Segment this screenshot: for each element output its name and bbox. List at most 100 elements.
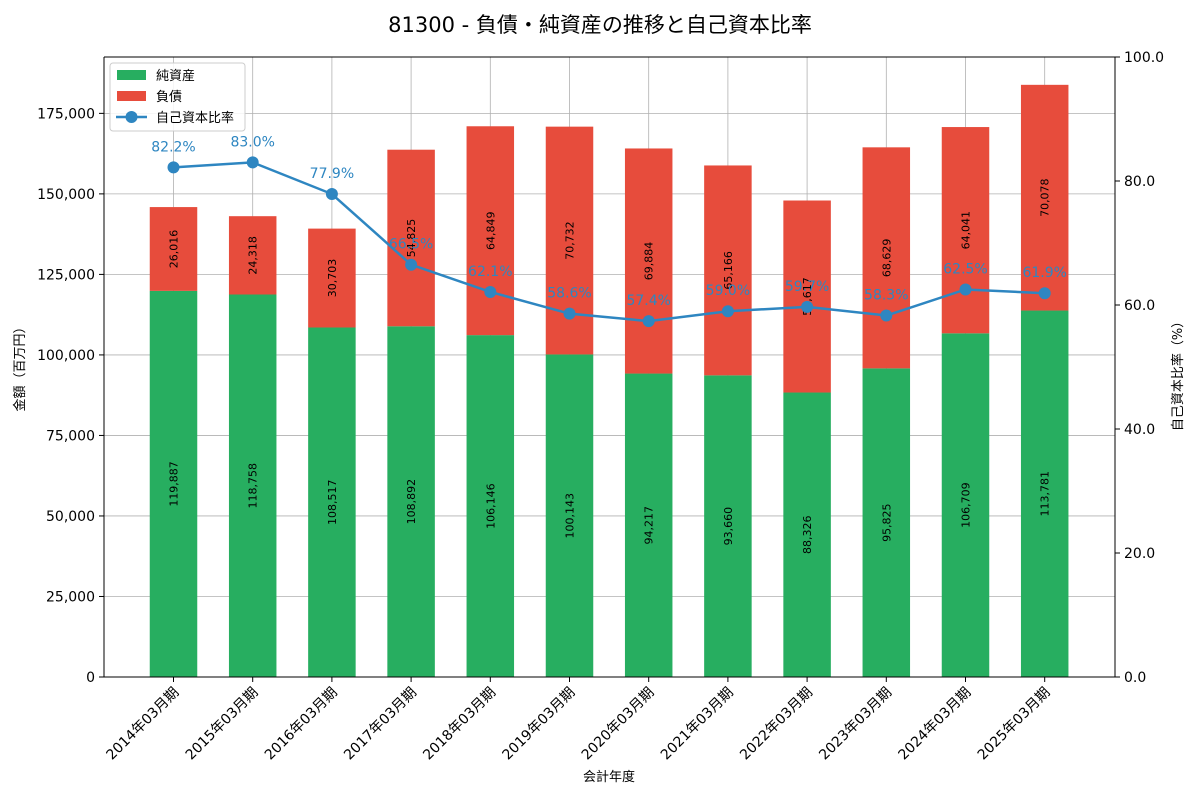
- bar-label-liabilities: 30,703: [326, 259, 339, 298]
- y2-axis-label: 自己資本比率（%）: [1170, 315, 1186, 431]
- ratio-label: 62.5%: [943, 262, 987, 278]
- y2-tick-label: 20.0: [1124, 546, 1155, 562]
- bar-label-equity: 93,660: [722, 507, 735, 546]
- legend-swatch-equity: [117, 70, 146, 80]
- x-tick-label: 2017年03月期: [341, 685, 420, 764]
- y2-tick-label: 0.0: [1124, 670, 1146, 686]
- x-tick-label: 2025年03月期: [975, 685, 1054, 764]
- bar-label-equity: 108,892: [405, 479, 418, 525]
- bar-equity: [466, 335, 515, 677]
- bar-label-equity: 94,217: [643, 506, 656, 545]
- ratio-point: [801, 300, 814, 313]
- bar-label-liabilities: 64,041: [960, 211, 973, 250]
- ratio-point: [405, 258, 418, 271]
- y2-tick-label: 100.0: [1124, 50, 1164, 66]
- legend-label-ratio: 自己資本比率: [156, 110, 234, 126]
- bar-equity: [624, 373, 673, 677]
- x-tick-label: 2016年03月期: [262, 685, 341, 764]
- x-tick-label: 2019年03月期: [500, 685, 579, 764]
- y-axis-label: 金額（百万円）: [12, 320, 28, 411]
- ratio-label: 58.3%: [864, 288, 908, 304]
- bar-label-liabilities: 24,318: [247, 236, 260, 275]
- y-tick-label: 150,000: [37, 187, 95, 203]
- bar-label-equity: 119,887: [168, 461, 181, 507]
- bar-label-equity: 118,758: [247, 463, 260, 509]
- bar-equity: [149, 290, 198, 677]
- bar-liabilities: [783, 200, 831, 393]
- bar-liabilities: [308, 228, 356, 328]
- bar-label-equity: 106,709: [960, 482, 973, 528]
- x-tick-label: 2018年03月期: [420, 685, 499, 764]
- legend-swatch-liabilities: [117, 91, 146, 101]
- y-tick-label: 25,000: [46, 589, 95, 605]
- bar-liabilities: [941, 127, 990, 334]
- bar-equity: [704, 375, 752, 677]
- bar-equity: [545, 354, 594, 677]
- ratio-label: 61.9%: [1022, 265, 1066, 281]
- ratio-label: 66.5%: [389, 237, 433, 253]
- y-tick-label: 125,000: [37, 267, 95, 283]
- bar-liabilities: [387, 149, 435, 327]
- y-tick-label: 75,000: [46, 428, 95, 444]
- bar-layer: [149, 84, 1069, 677]
- ratio-label: 57.4%: [626, 293, 670, 309]
- ratio-point: [563, 307, 576, 320]
- ratio-point: [325, 188, 338, 201]
- ratio-label: 59.7%: [785, 279, 829, 295]
- bar-label-equity: 113,781: [1039, 471, 1052, 517]
- x-tick-label: 2021年03月期: [658, 685, 737, 764]
- y-tick-label: 50,000: [46, 509, 95, 525]
- bar-equity: [783, 392, 831, 677]
- bar-label-liabilities: 26,016: [168, 230, 181, 269]
- bar-liabilities: [149, 207, 198, 291]
- ratio-label: 82.2%: [151, 139, 195, 155]
- y-tick-label: 0: [86, 670, 95, 686]
- bar-label-liabilities: 70,078: [1039, 178, 1052, 217]
- bar-label-liabilities: 70,732: [564, 221, 577, 259]
- legend-marker-ratio: [125, 111, 138, 123]
- ratio-point: [721, 305, 734, 318]
- bar-label-layer: 119,887 26,016 118,758 24,318 108,517 30,703 1…: [168, 178, 1052, 554]
- bar-liabilities: [228, 216, 277, 295]
- ratio-point: [880, 309, 893, 322]
- line-layer: 82.2% 83.0% 77.9% 66.5% 62.1% 58.6% 57.4% 59.0%…: [151, 134, 1067, 328]
- ratio-point: [246, 156, 259, 169]
- bar-liabilities: [624, 148, 673, 374]
- y2-tick-label: 60.0: [1124, 298, 1155, 314]
- bar-liabilities: [1020, 84, 1069, 311]
- y2-tick-label: 40.0: [1124, 422, 1155, 438]
- bar-label-equity: 100,143: [564, 493, 577, 539]
- legend-label-equity: 純資産: [156, 68, 195, 84]
- x-tick-label: 2023年03月期: [816, 685, 895, 764]
- bar-label-liabilities: 69,884: [643, 242, 656, 281]
- ratio-label: 77.9%: [310, 166, 354, 182]
- y-tick-label: 175,000: [37, 106, 95, 122]
- x-tick-label: 2020年03月期: [579, 685, 658, 764]
- x-tick-label: 2014年03月期: [104, 685, 183, 764]
- ratio-point: [642, 315, 655, 328]
- y2-tick-label: 80.0: [1124, 174, 1155, 190]
- ratio-label: 83.0%: [230, 134, 274, 150]
- bar-equity: [308, 327, 356, 677]
- bar-label-liabilities: 64,849: [484, 211, 497, 250]
- bar-equity: [862, 368, 911, 677]
- bar-liabilities: [862, 147, 911, 369]
- ratio-point: [1038, 287, 1051, 300]
- bar-label-liabilities: 65,166: [722, 251, 735, 290]
- bar-equity: [387, 326, 435, 677]
- ratio-label: 62.1%: [468, 264, 512, 280]
- ratio-point: [484, 285, 497, 298]
- legend-label-liabilities: 負債: [156, 90, 182, 105]
- bar-equity: [228, 294, 277, 677]
- y-tick-label: 100,000: [37, 348, 95, 364]
- bar-equity: [1020, 310, 1069, 677]
- bar-liabilities: [466, 126, 515, 336]
- bar-label-liabilities: 54,825: [405, 219, 418, 257]
- x-tick-label: 2022年03月期: [737, 685, 816, 764]
- ratio-point: [167, 161, 180, 174]
- ratio-label: 58.6%: [547, 286, 591, 302]
- bar-label-equity: 95,825: [880, 503, 893, 542]
- bar-label-liabilities: 68,629: [880, 239, 893, 278]
